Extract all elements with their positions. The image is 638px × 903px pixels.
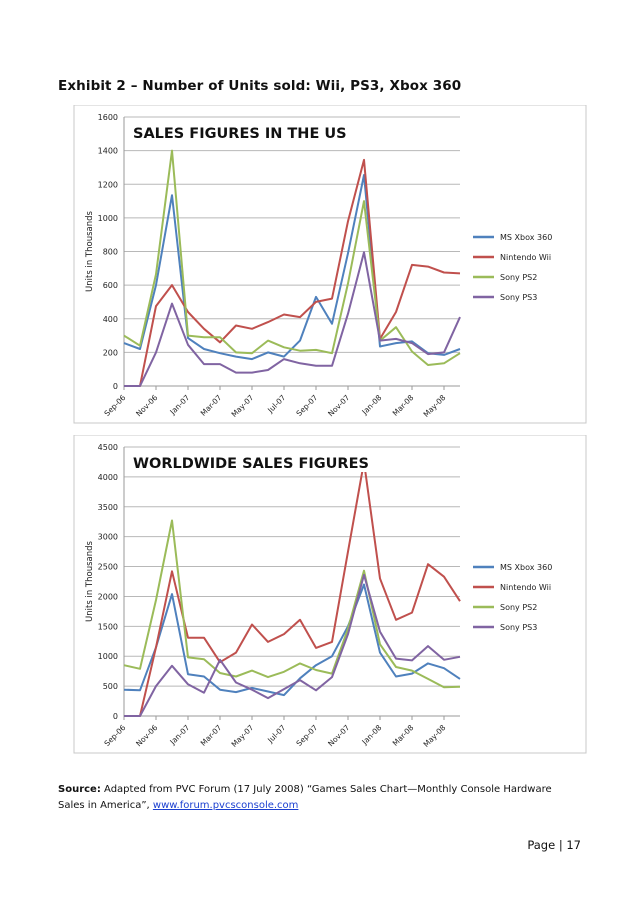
y-tick-label: 400	[103, 315, 118, 324]
y-tick-label: 800	[103, 248, 118, 257]
y-tick-label: 0	[113, 382, 118, 391]
legend-label: Sony PS3	[500, 623, 537, 632]
y-tick-label: 4500	[98, 443, 118, 452]
legend-label: Sony PS3	[500, 293, 537, 302]
chart-frame	[73, 105, 587, 424]
series-line-sony-ps3	[124, 573, 461, 717]
page-number: Page | 17	[527, 838, 581, 852]
y-tick-label: 1000	[98, 652, 118, 661]
y-tick-label: 500	[103, 682, 118, 691]
y-tick-label: 1500	[98, 622, 118, 631]
series-line-sony-ps3	[124, 251, 461, 387]
y-tick-label: 3500	[98, 503, 118, 512]
source-label: Source:	[58, 784, 101, 795]
worldwide-sales-chart: 050010001500200025003000350040004500Sep-…	[73, 435, 587, 754]
legend-label: MS Xbox 360	[500, 563, 552, 572]
series-line-nintendo-wii	[124, 158, 461, 387]
legend-label: Sony PS2	[500, 273, 537, 282]
y-tick-label: 2000	[98, 592, 118, 601]
y-axis-title: Units in Thousands	[85, 540, 95, 621]
chart-title-bg	[129, 123, 351, 142]
legend-label: Nintendo Wii	[500, 583, 551, 592]
y-axis-title: Units in Thousands	[85, 210, 95, 291]
legend-label: Nintendo Wii	[500, 253, 551, 262]
series-line-nintendo-wii	[124, 460, 461, 717]
series-line-sony-ps2	[123, 519, 461, 689]
y-tick-label: 0	[113, 712, 118, 721]
legend-label: MS Xbox 360	[500, 233, 552, 242]
y-tick-label: 200	[103, 348, 118, 357]
source-note: Source: Adapted from PVC Forum (17 July …	[58, 782, 578, 814]
chart-title-bg	[129, 453, 373, 472]
y-tick-label: 2500	[98, 563, 118, 572]
y-tick-label: 4000	[98, 473, 118, 482]
series-line-sony-ps2	[123, 149, 461, 366]
chart-title: WORLDWIDE SALES FIGURES	[133, 456, 369, 472]
series-line-ms-xbox-360	[123, 583, 461, 697]
y-tick-label: 1200	[98, 180, 118, 189]
y-tick-label: 1400	[98, 147, 118, 156]
exhibit-heading: Exhibit 2 – Number of Units sold: Wii, P…	[58, 78, 462, 94]
source-link[interactable]: www.forum.pvcsconsole.com	[152, 800, 299, 811]
chart-frame	[73, 435, 587, 754]
y-tick-label: 3000	[98, 533, 118, 542]
source-text: Adapted from PVC Forum (17 July 2008) “G…	[58, 784, 552, 811]
y-tick-label: 600	[103, 281, 118, 290]
y-tick-label: 1000	[98, 214, 118, 223]
chart-title: SALES FIGURES IN THE US	[133, 126, 347, 142]
legend-label: Sony PS2	[500, 603, 537, 612]
y-tick-label: 1600	[98, 113, 118, 122]
